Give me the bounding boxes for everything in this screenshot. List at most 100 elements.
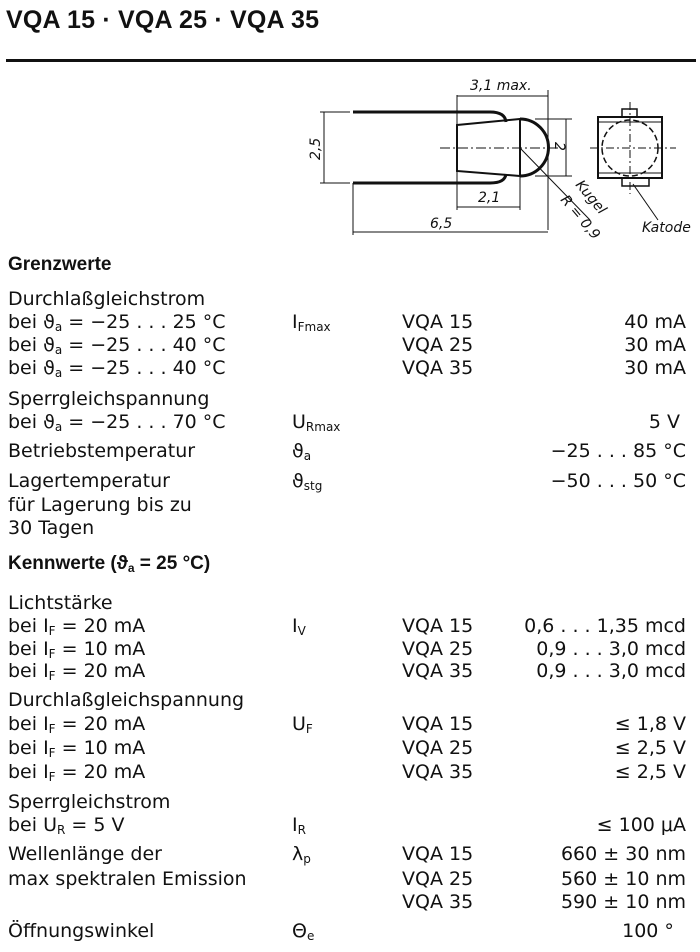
text: bei I: [8, 615, 49, 637]
spec-value: 30 mA: [624, 357, 686, 379]
page-title: VQA 15 · VQA 25 · VQA 35: [6, 6, 320, 34]
spec-type: VQA 35: [402, 761, 474, 783]
text: Wellenlänge der: [8, 843, 162, 865]
subscript: a: [54, 420, 63, 434]
spec-label: Sperrgleichstrom: [8, 790, 170, 814]
spec-value: 660 ± 30 nm: [560, 843, 686, 865]
text: bei I: [8, 660, 49, 682]
subscript: R: [56, 823, 66, 837]
text: = 5 V: [65, 814, 125, 836]
spec-label: Wellenlänge der: [8, 842, 162, 866]
text: Sperrgleichspannung: [8, 388, 210, 410]
subscript: V: [297, 624, 306, 638]
spec-label: 30 Tagen: [8, 516, 94, 540]
spec-value: 40 mA: [624, 311, 686, 333]
spec-label: bei ϑa = −25 . . . 40 °C: [8, 333, 226, 362]
subscript: F: [48, 770, 56, 784]
text: = 20 mA: [55, 761, 146, 783]
package-drawing: 3,1 max. 2,5 2 2,1 6,5 Kugel R = 0,9 Kat…: [308, 78, 691, 243]
spec-label: bei ϑa = −25 . . . 70 °C: [8, 410, 226, 439]
spec-symbol: Θe: [292, 919, 314, 948]
text: = 20 mA: [55, 660, 146, 682]
section-heading: Grenzwerte: [0, 253, 700, 277]
text: Durchlaßgleichspannung: [8, 689, 245, 711]
spec-label: Kennwerte (ϑa = 25 °C): [8, 552, 210, 580]
spec-label: Sperrgleichspannung: [8, 387, 209, 411]
spec-value: 590 ± 10 nm: [560, 891, 686, 913]
spec-value: −50 . . . 50 °C: [550, 470, 686, 492]
text: = −25 . . . 40 °C: [62, 357, 226, 379]
spec-type: VQA 15: [402, 615, 474, 637]
spec-row: bei IF = 20 mA IV VQA 15 0,6 . . . 1,35 mcd: [0, 614, 700, 638]
subscript: a: [303, 449, 312, 463]
text: bei ϑ: [8, 311, 55, 333]
text: ϑ: [292, 470, 304, 492]
spec-value: 560 ± 10 nm: [560, 868, 686, 890]
text: I: [292, 615, 298, 637]
spec-symbol: IR: [292, 813, 306, 842]
spec-row: bei ϑa = −25 . . . 40 °C VQA 35 30 mA: [0, 356, 700, 380]
spec-type: VQA 35: [402, 357, 474, 379]
spec-type: VQA 15: [402, 843, 474, 865]
spec-symbol: IFmax: [292, 310, 331, 339]
spec-label: Betriebstemperatur: [8, 439, 195, 463]
spec-value: ≤ 2,5 V: [614, 737, 686, 759]
spec-label: bei IF = 20 mA: [8, 659, 145, 688]
spec-row: Durchlaßgleichstrom: [0, 287, 700, 311]
spec-type: VQA 35: [402, 660, 474, 682]
spec-row: bei UR = 5 V IR ≤ 100 μA: [0, 813, 700, 837]
spec-label: Durchlaßgleichstrom: [8, 287, 205, 311]
spec-label: Öffnungswinkel: [8, 919, 154, 943]
text: = −25 . . . 25 °C: [62, 311, 226, 333]
text: bei ϑ: [8, 357, 55, 379]
text: bei I: [8, 638, 49, 660]
spec-type: VQA 15: [402, 713, 474, 735]
spec-row: Sperrgleichstrom: [0, 790, 700, 814]
subscript: F: [48, 746, 56, 760]
subscript: stg: [303, 479, 323, 493]
spec-row: bei ϑa = −25 . . . 40 °C VQA 25 30 mA: [0, 333, 700, 357]
text: bei U: [8, 814, 57, 836]
dim-height: 2,5: [308, 138, 324, 160]
spec-row: Lagertemperatur ϑstg −50 . . . 50 °C: [0, 469, 700, 493]
text: für Lagerung bis zu: [8, 494, 192, 516]
spec-label: bei ϑa = −25 . . . 25 °C: [8, 310, 226, 339]
spec-label: Lagertemperatur: [8, 469, 170, 493]
text: λ: [292, 843, 304, 865]
spec-symbol: IV: [292, 614, 306, 643]
text: bei ϑ: [8, 334, 55, 356]
text: Lagertemperatur: [8, 470, 170, 492]
subscript: R: [297, 823, 306, 837]
text: U: [292, 411, 306, 433]
subscript: a: [54, 343, 63, 357]
spec-value: 0,9 . . . 3,0 mcd: [536, 638, 686, 660]
spec-type: VQA 15: [402, 311, 474, 333]
spec-label: Durchlaßgleichspannung: [8, 688, 244, 712]
text: bei I: [8, 737, 49, 759]
spec-label: bei ϑa = −25 . . . 40 °C: [8, 356, 226, 385]
spec-type: VQA 25: [402, 334, 474, 356]
spec-label: bei IF = 20 mA: [8, 760, 145, 789]
text: I: [292, 311, 298, 333]
spec-value: −25 . . . 85 °C: [550, 440, 686, 462]
text: Grenzwerte: [8, 254, 112, 275]
spec-row: max spektralen Emission VQA 25 560 ± 10 nm: [0, 867, 700, 891]
spec-label: bei IF = 10 mA: [8, 637, 145, 666]
spec-value: ≤ 2,5 V: [614, 761, 686, 783]
spec-row: Lichtstärke: [0, 591, 700, 615]
spec-symbol: UF: [292, 712, 313, 741]
spec-row: bei ϑa = −25 . . . 25 °C IFmax VQA 15 40 mA: [0, 310, 700, 334]
spec-label: max spektralen Emission: [8, 867, 247, 891]
subscript: a: [54, 366, 63, 380]
text: bei I: [8, 713, 49, 735]
spec-symbol: λp: [292, 842, 311, 871]
subscript: F: [48, 669, 56, 683]
subscript: F: [305, 722, 313, 736]
text: bei I: [8, 761, 49, 783]
spec-row: bei IF = 10 mA VQA 25 ≤ 2,5 V: [0, 736, 700, 760]
spec-value: 100 °: [622, 920, 686, 942]
spec-row: Öffnungswinkel Θe 100 °: [0, 919, 700, 943]
dim-total: 6,5: [430, 216, 452, 232]
spec-label: bei IF = 20 mA: [8, 614, 145, 643]
text: = 10 mA: [55, 638, 146, 660]
